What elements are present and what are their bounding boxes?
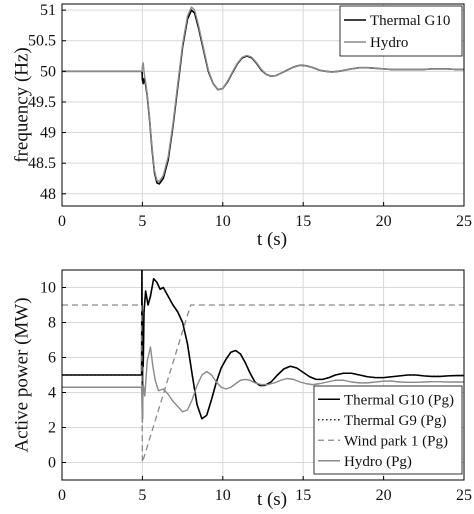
active-power-y-tick-label: 10 [40,280,56,297]
frequency-x-tick-label: 20 [376,213,392,230]
frequency-legend: Thermal G10 Hydro [339,5,463,57]
frequency-series-hydro [62,6,464,183]
frequency-x-tick-label: 10 [215,213,231,230]
frequency-y-tick-label: 50.5 [28,33,56,50]
active-power-x-axis-label: t (s) [257,489,287,510]
frequency-y-tick-label: 49.5 [28,94,56,111]
frequency-y-tick-label: 50 [40,63,56,80]
active-power-y-tick-label: 4 [48,385,56,402]
active-power-y-tick-label: 8 [48,315,56,332]
active-power-y-tick-label: 2 [48,420,56,437]
frequency-y-tick-label: 48.5 [28,155,56,172]
active-power-x-tick-label: 15 [295,487,311,504]
frequency-plot-frame [61,3,465,207]
active-power-legend-label: Thermal G9 (Pg) [344,413,446,429]
active-power-x-tick-label: 5 [138,487,146,504]
active-power-y-axis-label: Active power (MW) [12,297,33,452]
active-power-x-tick-label: 25 [456,487,472,504]
active-power-y-tick-label: 0 [48,455,56,472]
frequency-chart: 0 5 10 15 20 25 48 48.5 49 49.5 50 50.5 51 t (s) fre… [12,2,472,250]
active-power-legend-label: Wind park 1 (Pg) [344,433,448,449]
frequency-legend-label: Thermal G10 [370,13,450,29]
frequency-y-tick-label: 51 [40,2,56,19]
frequency-legend-label: Hydro [370,35,408,51]
frequency-legend-box [339,5,463,57]
active-power-chart: 0 5 10 15 20 25 0 2 4 6 8 10 t (s) Active power (MW… [12,269,472,510]
frequency-x-tick-label: 25 [456,213,472,230]
frequency-y-axis-label: frequency (Hz) [12,47,33,163]
active-power-plot-frame [61,269,465,481]
frequency-x-tick-label: 0 [58,213,66,230]
frequency-x-tick-label: 5 [138,213,146,230]
active-power-x-tick-label: 20 [376,487,392,504]
active-power-legend-label: Thermal G10 (Pg) [344,392,454,408]
frequency-y-tick-label: 49 [40,125,56,142]
active-power-x-tick-label: 10 [215,487,231,504]
frequency-x-tick-label: 15 [295,213,311,230]
active-power-x-tick-label: 0 [58,487,66,504]
frequency-x-axis-label: t (s) [257,229,287,250]
active-power-legend-box [313,385,463,475]
active-power-series-thermal-g9-pg [62,270,464,420]
active-power-series-hydro-pg [62,346,464,423]
active-power-y-tick-label: 6 [48,350,56,367]
active-power-legend: Thermal G10 (Pg) Thermal G9 (Pg) Wind park… [313,385,463,475]
active-power-series-wind-park-1-pg [62,304,464,464]
active-power-legend-label: Hydro (Pg) [344,454,412,470]
frequency-y-tick-label: 48 [40,186,56,203]
